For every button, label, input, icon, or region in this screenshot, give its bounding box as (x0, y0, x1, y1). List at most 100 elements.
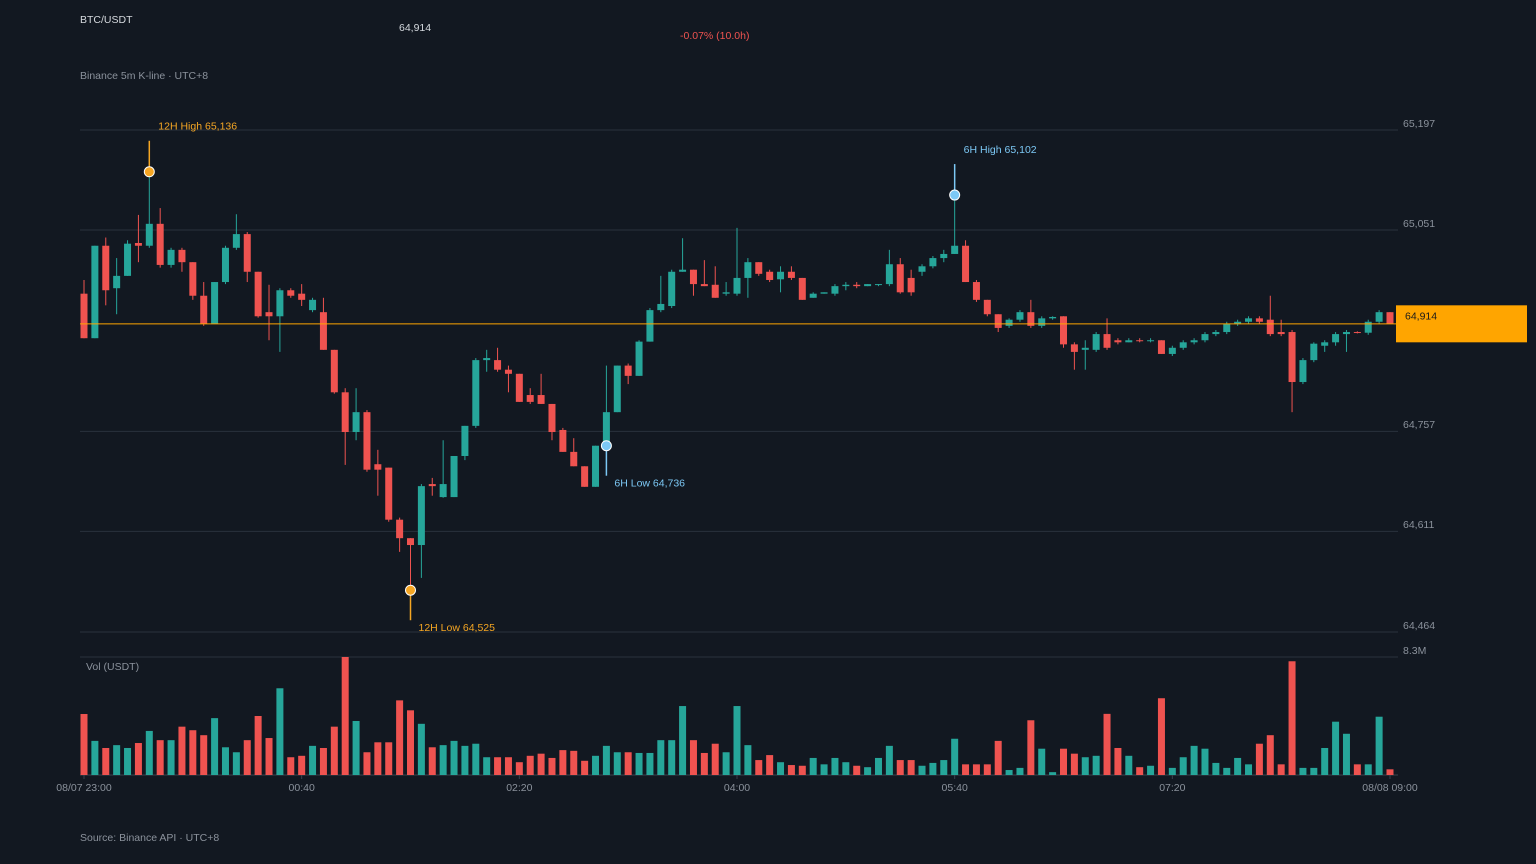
candle-body (1321, 342, 1329, 346)
volume-bar (200, 735, 208, 775)
volume-bar (221, 747, 229, 775)
volume-bar (766, 755, 774, 775)
volume-bar (657, 740, 665, 775)
volume-bar (613, 752, 621, 775)
volume-bar (1038, 748, 1046, 775)
annotation-marker (143, 166, 155, 178)
volume-bar (972, 764, 980, 775)
volume-bar (755, 760, 763, 775)
volume-bar (1212, 762, 1220, 775)
candle-body (1070, 344, 1078, 352)
annotation-label: 6H Low 64,736 (614, 478, 685, 490)
candle-body (363, 412, 371, 470)
candle-body (102, 245, 110, 291)
candle-body (319, 312, 327, 350)
volume-bar (265, 738, 273, 775)
candle-body (407, 538, 414, 546)
volume-bar (559, 750, 567, 775)
volume-bar (407, 710, 414, 775)
candle-body (287, 290, 295, 296)
volume-bar (1125, 755, 1133, 775)
candle-body (276, 290, 284, 317)
candle-body (853, 284, 861, 287)
volume-bar (298, 755, 306, 775)
x-tick-label: 08/08 09:00 (1362, 782, 1418, 794)
candle-body (548, 403, 556, 433)
candle-body (679, 269, 687, 272)
volume-bar (309, 745, 317, 775)
volume-bar (1179, 757, 1187, 775)
volume-bar (777, 762, 785, 775)
candle-body (515, 373, 523, 402)
last-price: 64,914 (399, 22, 431, 34)
volume-bar (276, 688, 284, 775)
candle-body (298, 293, 306, 300)
volume-bar (428, 747, 436, 775)
candle-body (156, 223, 164, 265)
volume-bar (1190, 745, 1198, 775)
candle-body (668, 271, 676, 307)
volume-bar (1353, 764, 1361, 775)
volume-bar (1157, 698, 1165, 775)
volume-bar (907, 760, 915, 775)
volume-bar (787, 765, 795, 775)
volume-bar (733, 706, 741, 775)
volume-bar (319, 747, 327, 775)
candle-body (472, 360, 480, 426)
volume-bar (1223, 767, 1231, 775)
volume-bar (1266, 735, 1274, 775)
candle-body (254, 271, 262, 317)
volume-bar (156, 740, 164, 775)
volume-bar (189, 730, 197, 775)
volume-bar (243, 740, 251, 775)
x-tick-label: 02:20 (506, 782, 532, 794)
candle-body (1353, 332, 1361, 334)
volume-bar (820, 764, 828, 775)
candle-body (733, 277, 741, 294)
y-tick-label: 65,051 (1403, 218, 1435, 230)
annotation-marker (949, 189, 961, 201)
candle-body (744, 262, 752, 278)
last-price-tag-label: 64,914 (1405, 311, 1437, 323)
x-tick-label: 08/07 23:00 (56, 782, 112, 794)
candle-body (189, 262, 197, 296)
volume-bar (570, 750, 578, 775)
source-note: Source: Binance API · UTC+8 (80, 832, 219, 844)
annotation-label: 12H Low 64,525 (419, 622, 496, 634)
candle-body (1223, 323, 1231, 333)
volume-bar (417, 723, 425, 775)
candle-body (864, 284, 872, 287)
volume-bar (896, 760, 904, 775)
candle-body (80, 293, 88, 339)
volume-bar (918, 765, 926, 775)
candle-body (200, 295, 208, 324)
volume-bar (1005, 770, 1013, 775)
candle-body (221, 247, 229, 283)
candle-body (962, 245, 970, 283)
volume-bar (396, 700, 404, 775)
volume-bar (1299, 767, 1307, 775)
volume-bar (581, 760, 589, 775)
volume-bar (1288, 661, 1296, 775)
volume-bar (1234, 757, 1242, 775)
volume-bar (1201, 748, 1209, 775)
candle-body (396, 519, 404, 539)
candle-body (113, 275, 121, 289)
volume-bar (537, 753, 545, 775)
candle-body (896, 264, 904, 293)
candle-body (624, 365, 632, 376)
volume-bar (646, 752, 654, 775)
chart-title: BTC/USDT (80, 14, 133, 26)
y-tick-label: 64,611 (1403, 519, 1434, 531)
candle-body (1114, 340, 1122, 343)
volume-bar (1081, 757, 1089, 775)
candle-body (1310, 343, 1318, 361)
candle-body (1190, 340, 1198, 343)
candle-body (766, 271, 774, 280)
candle-body (1386, 312, 1394, 324)
candle-body (700, 284, 708, 287)
volume-bar (711, 743, 719, 775)
volume-label: Vol (USDT) (86, 661, 139, 673)
volume-bar (1168, 767, 1176, 775)
